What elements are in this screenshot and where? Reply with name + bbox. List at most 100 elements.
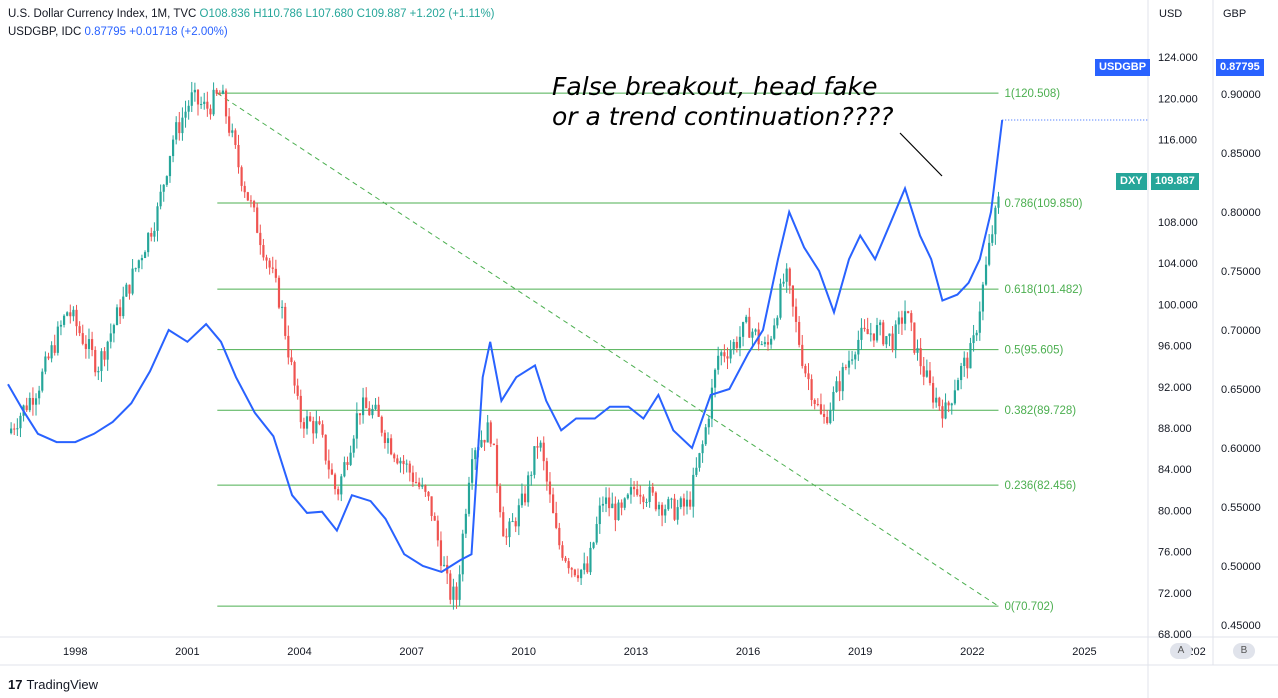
dxy-candle-body [84,343,87,349]
dxy-candle-body [461,533,464,575]
dxy-candle-body [449,573,452,600]
dxy-candle-body [106,341,109,360]
chart-annotation: False breakout, head fake or a trend con… [552,72,894,132]
dxy-candle-body [147,233,150,253]
dxy-candle-body [256,207,259,233]
dxy-candle-body [897,317,900,325]
dxy-candle-body [399,460,402,464]
gbp-tick-label: 0.60000 [1221,443,1261,455]
dxy-candle-body [206,101,209,109]
dxy-candle-body [246,192,249,201]
gbp-tick-label: 0.50000 [1221,561,1261,573]
dxy-candle-body [648,486,651,503]
dxy-candle-body [620,502,623,508]
dxy-candle-body [315,421,318,434]
dxy-candle-body [405,463,408,465]
dxy-candle-body [508,521,511,538]
dxy-candle-body [262,245,265,258]
dxy-candle-body [966,357,969,369]
dxy-candle-body [178,122,181,134]
annotation-line-1: False breakout, head fake [552,72,878,101]
dxy-candle-body [125,284,128,297]
dxy-candle-body [670,498,673,500]
dxy-candle-body [483,439,486,443]
dxy-candle-body [249,200,253,202]
dxy-candle-body [284,306,287,336]
dxy-candle-body [713,369,717,388]
dxy-candle-body [293,362,296,386]
fib-level-label: 0.236(82.456) [1004,480,1076,492]
usd-tick-label: 116.000 [1158,135,1197,147]
dxy-candle-body [676,507,679,520]
dxy-candle-body [838,381,841,392]
dxy-candle-body [863,327,866,330]
dxy-candle-body [645,502,648,504]
dxy-candle-body [333,474,337,490]
dxy-candle-body [903,311,907,324]
dxy-candle-body [489,422,492,444]
dxy-candle-body [371,408,374,416]
dxy-candle-body [215,89,218,94]
dxy-candle-body [16,428,19,430]
dxy-candle-body [950,403,953,406]
dxy-candle-body [944,402,947,419]
dxy-candle-body [726,356,729,359]
x-tick-label: 1998 [63,646,87,658]
dxy-candle-body [321,424,324,435]
dxy-candle-body [991,234,994,243]
dxy-candle-body [196,89,200,105]
dxy-candle-body [732,341,735,350]
dxy-candle-body [25,405,28,411]
dxy-candle-body [963,357,966,367]
dxy-candle-body [589,547,592,573]
x-tick-label: 2016 [736,646,760,658]
dxy-candle-body [701,444,704,454]
dxy-candle-body [910,313,913,323]
dxy-candle-body [928,370,932,384]
dxy-candle-body [835,381,838,392]
dxy-candle-body [813,400,816,404]
dxy-candle-body [586,563,589,573]
gbp-tick-label: 0.65000 [1221,384,1261,396]
dxy-candle-body [268,260,271,268]
gbp-tick-label: 0.70000 [1221,325,1261,337]
dxy-candle-body [10,428,13,434]
dxy-candle-body [804,365,807,374]
dxy-candle-body [442,564,446,566]
dxy-candle-body [710,387,714,419]
x-tick-label: 2004 [287,646,311,658]
dxy-candle-body [664,509,667,516]
dxy-candle-body [131,268,134,294]
dxy-candle-body [988,242,991,265]
gbp-tick-label: 0.45000 [1221,620,1261,632]
dxy-candle-body [717,355,720,370]
dxy-candle-body [505,536,508,538]
tradingview-logo[interactable]: 17 TradingView [8,677,98,692]
dxy-candle-body [458,574,461,600]
dxy-candle-body [748,316,751,338]
dxy-candle-body [542,442,545,462]
dxy-candle-body [252,201,256,208]
dxy-candle-body [187,105,190,112]
usd-tick-label: 68.000 [1158,629,1192,641]
dxy-candle-body [218,93,221,95]
dxy-candle-body [685,499,689,507]
dxy-candle-body [380,416,383,433]
dxy-candle-body [502,512,505,537]
dxy-candle-body [913,322,916,353]
auto-scale-button[interactable]: A [1170,643,1192,659]
dxy-candle-body [234,130,237,145]
dxy-candle-body [464,513,467,534]
gbp-tick-label: 0.85000 [1221,148,1261,160]
dxy-candle-body [402,460,405,465]
dxy-candle-body [281,306,284,308]
dxy-candle-body [723,352,726,357]
scale-b-button[interactable]: B [1233,643,1255,659]
dxy-candle-body [791,285,795,307]
dxy-candle-body [614,503,617,521]
dxy-candle-body [228,116,231,133]
dxy-candle-body [561,545,564,558]
dxy-candle-body [608,497,611,509]
dxy-candle-body [165,176,168,185]
